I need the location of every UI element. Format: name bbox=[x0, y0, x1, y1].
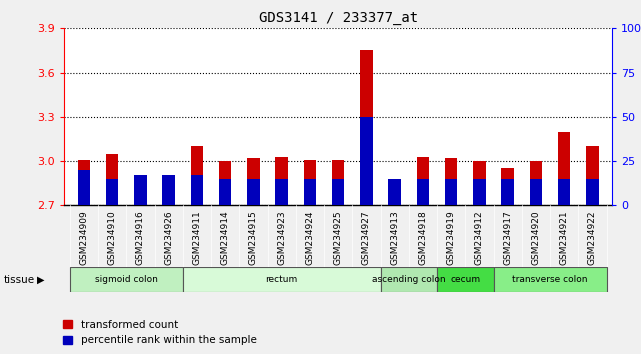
Bar bbox=[529, 161, 542, 205]
Bar bbox=[388, 198, 401, 205]
Bar bbox=[381, 267, 437, 292]
Bar bbox=[388, 179, 401, 205]
Text: GSM234921: GSM234921 bbox=[560, 210, 569, 265]
Bar bbox=[106, 179, 119, 205]
Bar bbox=[304, 179, 316, 205]
Bar bbox=[332, 160, 344, 205]
Bar bbox=[529, 179, 542, 205]
Text: GSM234917: GSM234917 bbox=[503, 210, 512, 265]
Text: GSM234918: GSM234918 bbox=[419, 210, 428, 265]
Bar bbox=[586, 179, 599, 205]
Text: GSM234912: GSM234912 bbox=[475, 210, 484, 265]
Text: ascending colon: ascending colon bbox=[372, 275, 445, 284]
Text: sigmoid colon: sigmoid colon bbox=[95, 275, 158, 284]
Text: GSM234916: GSM234916 bbox=[136, 210, 145, 265]
Text: GSM234926: GSM234926 bbox=[164, 210, 173, 265]
Text: tissue: tissue bbox=[3, 275, 35, 285]
Bar bbox=[134, 175, 147, 205]
Bar bbox=[473, 161, 486, 205]
Bar bbox=[558, 179, 570, 205]
Bar bbox=[247, 158, 260, 205]
Bar bbox=[332, 179, 344, 205]
Bar bbox=[473, 179, 486, 205]
Bar bbox=[275, 179, 288, 205]
Text: GSM234922: GSM234922 bbox=[588, 210, 597, 265]
Bar bbox=[190, 146, 203, 205]
Bar bbox=[494, 267, 606, 292]
Bar bbox=[70, 267, 183, 292]
Text: GSM234924: GSM234924 bbox=[305, 210, 314, 265]
Text: cecum: cecum bbox=[450, 275, 480, 284]
Bar bbox=[78, 160, 90, 205]
Bar bbox=[501, 179, 514, 205]
Text: GSM234923: GSM234923 bbox=[277, 210, 286, 265]
Text: GSM234909: GSM234909 bbox=[79, 210, 88, 265]
Bar bbox=[445, 158, 458, 205]
Legend: transformed count, percentile rank within the sample: transformed count, percentile rank withi… bbox=[63, 320, 256, 345]
Bar bbox=[247, 179, 260, 205]
Text: ▶: ▶ bbox=[37, 275, 45, 285]
Bar bbox=[586, 146, 599, 205]
Bar bbox=[134, 186, 147, 205]
Bar bbox=[162, 185, 175, 205]
Bar bbox=[558, 132, 570, 205]
Bar bbox=[162, 175, 175, 205]
Bar bbox=[417, 179, 429, 205]
Bar bbox=[360, 117, 372, 205]
Text: GSM234927: GSM234927 bbox=[362, 210, 371, 265]
Bar bbox=[445, 179, 458, 205]
Text: GSM234914: GSM234914 bbox=[221, 210, 229, 265]
Bar bbox=[78, 170, 90, 205]
Bar bbox=[219, 161, 231, 205]
Bar bbox=[437, 267, 494, 292]
Bar bbox=[360, 51, 372, 205]
Bar bbox=[417, 157, 429, 205]
Bar bbox=[501, 169, 514, 205]
Bar bbox=[219, 179, 231, 205]
Text: GDS3141 / 233377_at: GDS3141 / 233377_at bbox=[258, 11, 418, 25]
Bar bbox=[190, 175, 203, 205]
Text: GSM234925: GSM234925 bbox=[333, 210, 343, 265]
Bar bbox=[275, 157, 288, 205]
Bar bbox=[106, 154, 119, 205]
Text: GSM234920: GSM234920 bbox=[531, 210, 540, 265]
Bar bbox=[183, 267, 381, 292]
Text: GSM234919: GSM234919 bbox=[447, 210, 456, 265]
Text: transverse colon: transverse colon bbox=[512, 275, 588, 284]
Text: GSM234910: GSM234910 bbox=[108, 210, 117, 265]
Text: GSM234915: GSM234915 bbox=[249, 210, 258, 265]
Text: GSM234913: GSM234913 bbox=[390, 210, 399, 265]
Text: GSM234911: GSM234911 bbox=[192, 210, 201, 265]
Bar bbox=[304, 160, 316, 205]
Text: rectum: rectum bbox=[265, 275, 298, 284]
